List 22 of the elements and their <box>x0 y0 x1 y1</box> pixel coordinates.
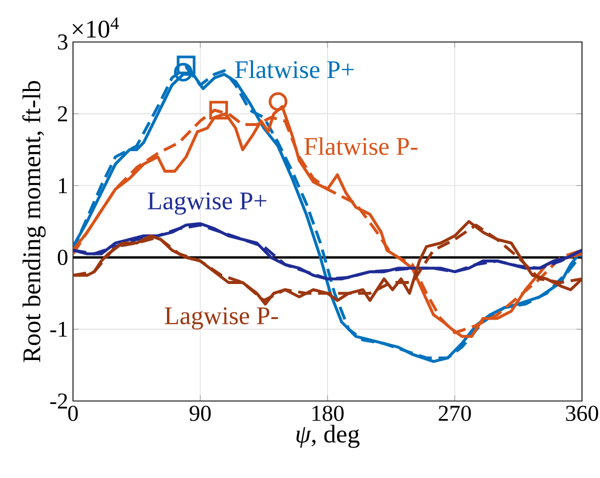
y-tick-label: -2 <box>50 393 68 408</box>
series-label: Flatwise P- <box>304 137 418 156</box>
point <box>268 92 288 111</box>
x-tick-label: 360 <box>566 406 598 421</box>
series-label: Lagwise P- <box>164 307 278 330</box>
x-tick-label: 0 <box>68 406 78 421</box>
x-tick-label: 270 <box>438 406 471 421</box>
y-tick-label: 3 <box>58 34 68 50</box>
y-axis-title: Root bending moment, ft-lb <box>22 81 46 362</box>
point <box>209 100 228 120</box>
y-tick-label: 2 <box>58 106 68 122</box>
x-tick-label: 90 <box>190 406 211 421</box>
point <box>176 56 196 74</box>
text: ×10$^{4}$ <box>72 17 119 38</box>
series-label: Lagwise P+ <box>148 192 266 215</box>
y-tick-label: 1 <box>58 178 67 194</box>
x-tick-label: 180 <box>312 406 344 421</box>
point <box>174 62 193 82</box>
y-tick-label: -1 <box>50 322 67 337</box>
x-axis-title: ψ, deg <box>296 424 360 448</box>
series-label: Flatwise P+ <box>235 60 354 78</box>
y-tick-label: 0 <box>58 250 68 266</box>
